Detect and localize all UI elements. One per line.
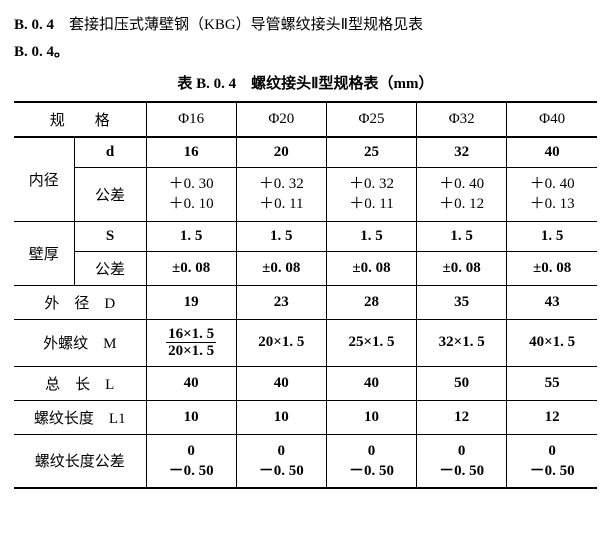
spec-header: 规 格 — [14, 102, 146, 137]
cell: ＋0. 32＋0. 11 — [236, 168, 326, 222]
col-header: Φ20 — [236, 102, 326, 137]
cell: 1. 5 — [146, 221, 236, 251]
table-row: 壁厚 S 1. 5 1. 5 1. 5 1. 5 1. 5 — [14, 221, 597, 251]
cell: ±0. 08 — [146, 251, 236, 285]
cell: 20×1. 5 — [236, 319, 326, 366]
spec-table: 规 格 Φ16 Φ20 Φ25 Φ32 Φ40 内径 d 16 20 25 32… — [14, 101, 597, 489]
row-label: 总 长 L — [14, 366, 146, 400]
cell: ±0. 08 — [326, 251, 416, 285]
table-row: 螺纹长度公差 0－0. 50 0－0. 50 0－0. 50 0－0. 50 0… — [14, 434, 597, 488]
cell: ＋0. 40＋0. 12 — [417, 168, 507, 222]
cell: ＋0. 40＋0. 13 — [507, 168, 597, 222]
table-row: 公差 ＋0. 30＋0. 10 ＋0. 32＋0. 11 ＋0. 32＋0. 1… — [14, 168, 597, 222]
row-sub-label: 公差 — [74, 251, 146, 285]
row-group-label: 内径 — [14, 137, 74, 221]
cell: 43 — [507, 285, 597, 319]
cell: 32 — [417, 137, 507, 168]
col-header: Φ32 — [417, 102, 507, 137]
row-sub-label: 公差 — [74, 168, 146, 222]
col-header: Φ40 — [507, 102, 597, 137]
table-row: 外螺纹 M 16×1. 5 20×1. 5 20×1. 5 25×1. 5 32… — [14, 319, 597, 366]
cell: ±0. 08 — [417, 251, 507, 285]
cell: 12 — [417, 400, 507, 434]
intro-paragraph: B. 0. 4 套接扣压式薄壁钢（KBG）导管螺纹接头Ⅱ型规格见表 B. 0. … — [14, 12, 597, 66]
cell: 55 — [507, 366, 597, 400]
cell: 12 — [507, 400, 597, 434]
cell: 1. 5 — [417, 221, 507, 251]
table-header-row: 规 格 Φ16 Φ20 Φ25 Φ32 Φ40 — [14, 102, 597, 137]
cell: 40 — [236, 366, 326, 400]
table-title: 表 B. 0. 4 螺纹接头Ⅱ型规格表（mm） — [14, 72, 597, 93]
table-row: 公差 ±0. 08 ±0. 08 ±0. 08 ±0. 08 ±0. 08 — [14, 251, 597, 285]
col-header: Φ25 — [326, 102, 416, 137]
table-row: 内径 d 16 20 25 32 40 — [14, 137, 597, 168]
row-label: 螺纹长度 L1 — [14, 400, 146, 434]
table-row: 螺纹长度 L1 10 10 10 12 12 — [14, 400, 597, 434]
cell: 1. 5 — [507, 221, 597, 251]
row-label: 外螺纹 M — [14, 319, 146, 366]
row-label: 螺纹长度公差 — [14, 434, 146, 488]
cell: 23 — [236, 285, 326, 319]
cell: ＋0. 32＋0. 11 — [326, 168, 416, 222]
cell: 28 — [326, 285, 416, 319]
cell: 1. 5 — [326, 221, 416, 251]
cell: ＋0. 30＋0. 10 — [146, 168, 236, 222]
cell: ±0. 08 — [507, 251, 597, 285]
cell: 25×1. 5 — [326, 319, 416, 366]
table-row: 外 径 D 19 23 28 35 43 — [14, 285, 597, 319]
cell: 0－0. 50 — [326, 434, 416, 488]
cell: 35 — [417, 285, 507, 319]
row-group-label: 壁厚 — [14, 221, 74, 285]
cell: 10 — [236, 400, 326, 434]
cell: 10 — [146, 400, 236, 434]
intro-text-a: 套接扣压式薄壁钢（KBG）导管螺纹接头Ⅱ型规格见表 — [54, 17, 423, 33]
cell: 40 — [326, 366, 416, 400]
cell: 16 — [146, 137, 236, 168]
row-label: 外 径 D — [14, 285, 146, 319]
row-sub-label: d — [74, 137, 146, 168]
cell: 50 — [417, 366, 507, 400]
intro-line2: B. 0. 4。 — [14, 44, 69, 60]
cell: ±0. 08 — [236, 251, 326, 285]
cell: 19 — [146, 285, 236, 319]
cell: 40 — [507, 137, 597, 168]
intro-prefix: B. 0. 4 — [14, 17, 54, 33]
cell: 20 — [236, 137, 326, 168]
cell: 0－0. 50 — [507, 434, 597, 488]
cell: 0－0. 50 — [146, 434, 236, 488]
cell: 25 — [326, 137, 416, 168]
cell: 40 — [146, 366, 236, 400]
cell: 0－0. 50 — [236, 434, 326, 488]
cell: 1. 5 — [236, 221, 326, 251]
cell: 0－0. 50 — [417, 434, 507, 488]
cell: 32×1. 5 — [417, 319, 507, 366]
col-header: Φ16 — [146, 102, 236, 137]
table-row: 总 长 L 40 40 40 50 55 — [14, 366, 597, 400]
cell: 16×1. 5 20×1. 5 — [146, 319, 236, 366]
cell: 40×1. 5 — [507, 319, 597, 366]
cell: 10 — [326, 400, 416, 434]
row-sub-label: S — [74, 221, 146, 251]
